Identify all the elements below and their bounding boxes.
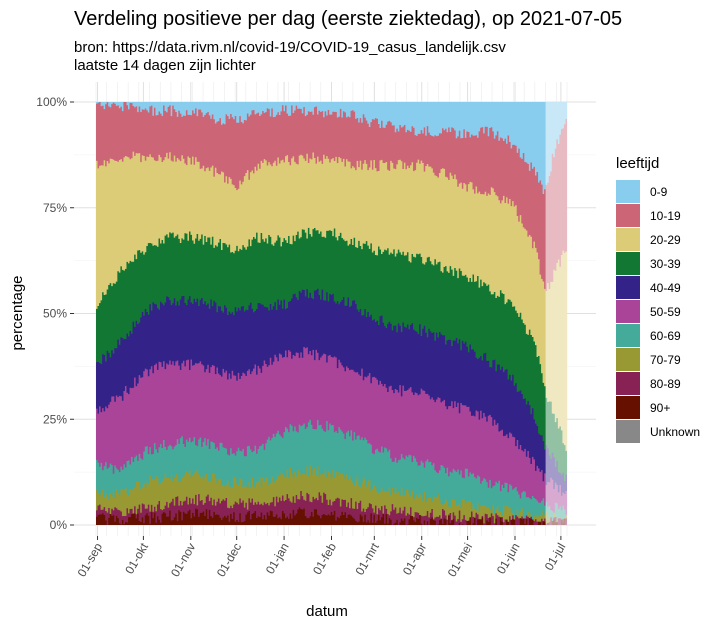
legend-label-40-49: 40-49 — [650, 281, 681, 295]
legend-swatch-10-19 — [616, 204, 640, 227]
legend-title: leeftijd — [616, 155, 659, 172]
legend-label-50-59: 50-59 — [650, 305, 681, 319]
legend-label-10-19: 10-19 — [650, 209, 681, 223]
chart-subtitle-line-2: laatste 14 dagen zijn lichter — [74, 57, 256, 74]
legend: 0-9 10-19 20-29 30-39 40-49 50-59 60-69 70-79 80… — [616, 180, 700, 443]
legend-swatch-40-49 — [616, 276, 640, 299]
legend-swatch-20-29 — [616, 228, 640, 251]
chart-title: Verdeling positieve per dag (eerste ziek… — [74, 8, 622, 30]
legend-label-0-9: 0-9 — [650, 185, 668, 199]
legend-swatch-Unknown — [616, 420, 640, 443]
stacked-areas — [96, 102, 567, 526]
y-tick-label: 75% — [43, 201, 67, 215]
legend-label-30-39: 30-39 — [650, 257, 681, 271]
y-axis-title: percentage — [9, 275, 26, 350]
y-tick-label: 0% — [50, 518, 68, 532]
legend-label-20-29: 20-29 — [650, 233, 681, 247]
legend-label-90plus: 90+ — [650, 401, 670, 415]
legend-swatch-80-89 — [616, 372, 640, 395]
y-tick-label: 100% — [36, 95, 67, 109]
legend-label-Unknown: Unknown — [650, 425, 700, 439]
y-tick-label: 25% — [43, 412, 67, 426]
legend-label-80-89: 80-89 — [650, 377, 681, 391]
area-90plus — [96, 507, 567, 525]
legend-label-70-79: 70-79 — [650, 353, 681, 367]
legend-swatch-90plus — [616, 396, 640, 419]
legend-swatch-0-9 — [616, 180, 640, 203]
chart-subtitle-line-1: bron: https://data.rivm.nl/covid-19/COVI… — [74, 39, 506, 56]
lighter-period-overlay — [545, 102, 567, 525]
lighter-overlay-rect — [545, 102, 567, 525]
legend-swatch-30-39 — [616, 252, 640, 275]
legend-swatch-50-59 — [616, 300, 640, 323]
x-axis-title: datum — [306, 603, 348, 620]
y-axis: 0% 25% 50% 75% 100% — [36, 95, 74, 532]
legend-swatch-70-79 — [616, 348, 640, 371]
legend-label-60-69: 60-69 — [650, 329, 681, 343]
legend-swatch-60-69 — [616, 324, 640, 347]
y-tick-label: 50% — [43, 307, 67, 321]
